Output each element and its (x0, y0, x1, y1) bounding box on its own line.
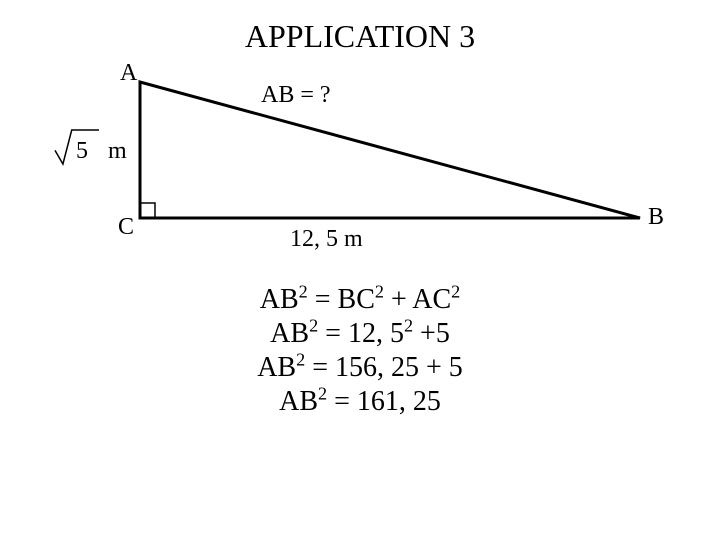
eq2-plus5: +5 (413, 318, 450, 349)
eq1-bc: = BC (308, 284, 375, 315)
diagram-svg (0, 0, 720, 540)
equations-block: AB2 = BC2 + AC2 AB2 = 12, 52 +5 AB2 = 15… (0, 282, 720, 420)
question-label: AB = ? (261, 82, 331, 109)
side-ac-value: 5 (76, 138, 88, 165)
eq2-ab: AB (270, 318, 309, 349)
equation-line-2: AB2 = 12, 52 +5 (0, 318, 720, 350)
vertex-b-label: B (648, 204, 664, 231)
eq1-ac: + AC (384, 284, 451, 315)
eq1-ab: AB (260, 284, 299, 315)
eq4-ab: AB (279, 386, 318, 417)
vertex-c-label: C (118, 214, 134, 241)
vertex-a-label: A (120, 60, 137, 87)
equation-line-3: AB2 = 156, 25 + 5 (0, 352, 720, 384)
side-cb-label: 12, 5 m (290, 226, 363, 253)
side-ac-unit: m (108, 138, 127, 165)
eq4-rest: = 161, 25 (327, 386, 441, 417)
eq3-ab: AB (257, 352, 296, 383)
eq2-val: = 12, 5 (318, 318, 404, 349)
equation-line-4: AB2 = 161, 25 (0, 386, 720, 418)
eq3-rest: = 156, 25 + 5 (305, 352, 463, 383)
equation-line-1: AB2 = BC2 + AC2 (0, 284, 720, 316)
